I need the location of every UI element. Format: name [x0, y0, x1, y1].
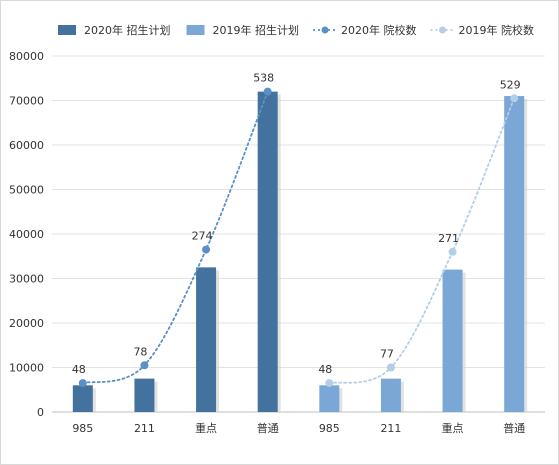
series-line — [328, 97, 516, 384]
bar — [504, 96, 525, 413]
line-point — [448, 247, 457, 256]
line-point — [263, 87, 272, 96]
line-point — [325, 379, 334, 388]
line-point — [202, 245, 211, 254]
legend-label: 2019年 院校数 — [459, 23, 535, 37]
bar — [257, 91, 278, 412]
x-tick-label: 重点 — [442, 421, 464, 435]
y-tick-label: 30000 — [9, 273, 44, 286]
y-axis: 0 10000 20000 30000 40000 50000 60000 70000 8000… — [9, 50, 44, 419]
legend-swatch — [186, 25, 205, 35]
data-label: 529 — [500, 78, 521, 91]
legend-marker — [439, 26, 446, 34]
data-labels: 48 78 274 538 48 77 271 529 — [72, 72, 521, 376]
legend-item[interactable]: 2019年 招生计划 — [186, 23, 300, 37]
data-label: 274 — [192, 230, 213, 243]
x-tick-label: 普通 — [257, 421, 279, 435]
bar — [380, 378, 401, 412]
line-point — [510, 94, 519, 103]
data-label: 48 — [72, 363, 86, 376]
legend-label: 2019年 招生计划 — [213, 23, 300, 37]
y-tick-label: 40000 — [9, 228, 44, 241]
legend-item[interactable]: 2020年 招生计划 — [58, 23, 171, 37]
x-tick-label: 985 — [72, 422, 93, 435]
line-point — [386, 363, 395, 372]
bar — [72, 385, 93, 412]
y-tick-label: 60000 — [9, 139, 44, 152]
data-label: 78 — [133, 345, 147, 358]
data-label: 538 — [253, 72, 274, 85]
y-tick-label: 50000 — [9, 184, 44, 197]
x-tick-label: 重点 — [195, 421, 217, 435]
y-tick-label: 10000 — [9, 362, 44, 375]
data-label: 48 — [318, 363, 332, 376]
bar — [319, 385, 340, 412]
legend-label: 2020年 招生计划 — [84, 23, 171, 37]
data-label: 271 — [438, 232, 459, 245]
x-axis: 985 211 重点 普通 985 211 重点 普通 — [72, 421, 525, 435]
bar — [134, 378, 155, 412]
bars — [72, 91, 528, 413]
y-tick-label: 0 — [37, 406, 44, 419]
bar — [196, 267, 217, 412]
y-tick-label: 80000 — [9, 50, 44, 63]
line-point — [78, 379, 87, 388]
bar — [442, 269, 463, 412]
series-line — [81, 90, 269, 384]
legend-item[interactable]: 2019年 院校数 — [430, 23, 535, 37]
x-tick-label: 985 — [319, 422, 340, 435]
legend[interactable]: 2020年 招生计划 2019年 招生计划 2020年 院校数 2019年 院校数 — [58, 23, 534, 37]
legend-swatch — [58, 25, 76, 35]
y-tick-label: 70000 — [9, 95, 44, 108]
data-label: 77 — [380, 348, 394, 361]
lines — [78, 87, 519, 388]
legend-label: 2020年 院校数 — [341, 23, 417, 37]
line-point — [140, 361, 149, 370]
legend-marker — [321, 26, 329, 34]
y-tick-label: 20000 — [9, 317, 44, 330]
x-tick-label: 211 — [380, 422, 401, 435]
x-tick-label: 211 — [134, 422, 155, 435]
x-tick-label: 普通 — [503, 421, 525, 435]
legend-item[interactable]: 2020年 院校数 — [313, 23, 417, 37]
